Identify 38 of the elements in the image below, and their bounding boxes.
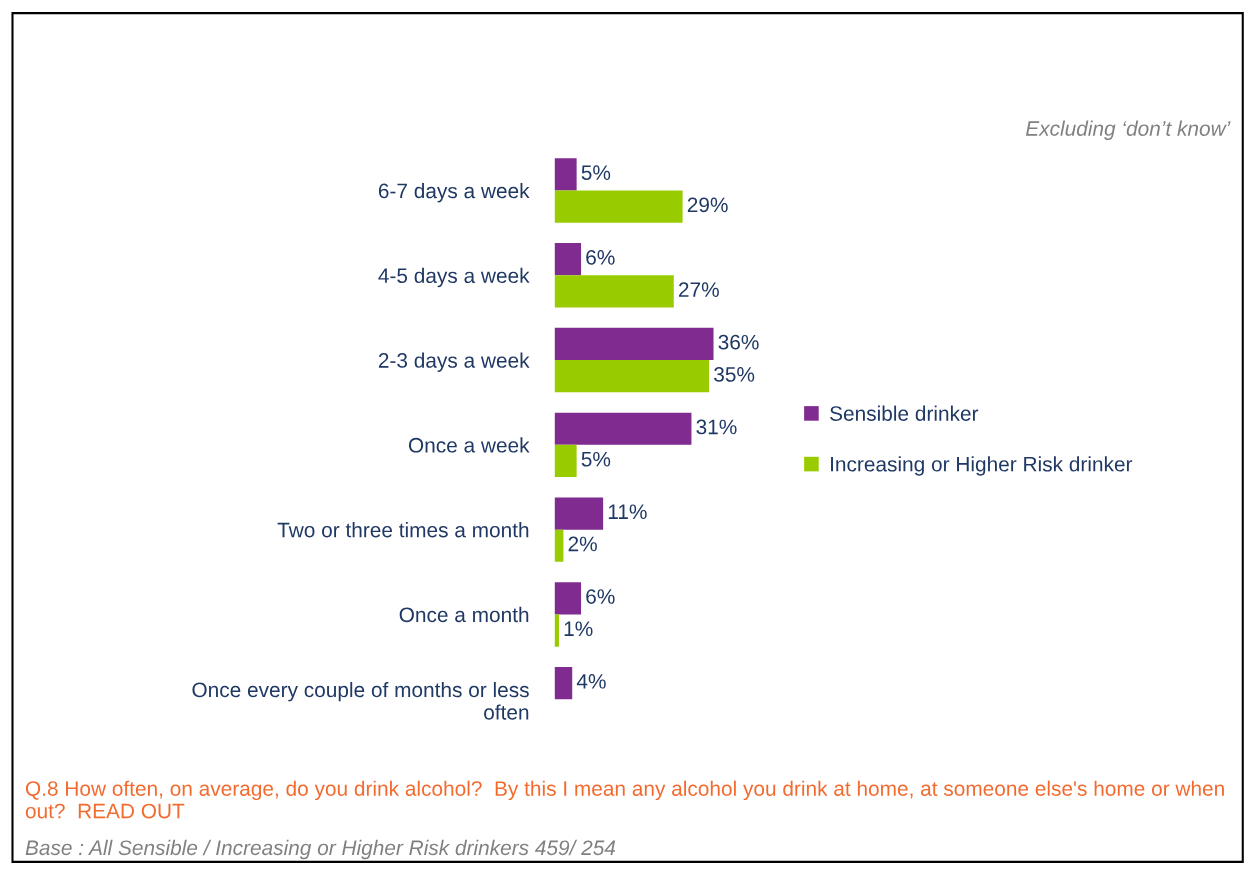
data-label: 5% <box>581 165 611 180</box>
bar <box>554 190 683 223</box>
bar <box>554 327 714 361</box>
data-label: 29% <box>687 197 728 213</box>
data-label: 1% <box>564 621 593 637</box>
text: Excluding ‘don’t know’ <box>1025 120 1231 140</box>
bar <box>554 360 710 393</box>
bar <box>554 275 674 308</box>
data-label: 35% <box>714 367 755 382</box>
data-label: 2% <box>568 536 597 552</box>
bar <box>554 529 564 562</box>
bar <box>554 444 577 478</box>
data-label: 4% <box>576 674 606 689</box>
legend-label: Increasing or Higher Risk drinker <box>831 456 1133 476</box>
y-tick-label: 2-3 days a week <box>378 352 530 372</box>
bar <box>554 243 582 276</box>
y-tick-label: 4-5 days a week <box>378 267 530 288</box>
text: Q.8 How often, on average, do you drink alcohol? By this I mean any alcohol you drink at home, at someone else's home or when out? READ OUT <box>25 780 1224 819</box>
bar <box>554 582 582 615</box>
bar <box>554 158 577 191</box>
y-tick-label: Once a week <box>408 437 530 453</box>
data-label: 31% <box>696 419 737 435</box>
y-tick-label: Once a month <box>399 606 529 623</box>
data-label: 27% <box>678 282 719 297</box>
data-label: 36% <box>718 334 759 350</box>
bar <box>554 614 559 647</box>
text: Base : All Sensible / Increasing or Higher Risk drinkers 459/ 254 <box>25 839 616 860</box>
legend-label: Sensible drinker <box>830 405 979 421</box>
data-label: 6% <box>586 589 615 604</box>
bar <box>554 412 692 445</box>
y-tick-label: Two or three times a month <box>277 522 529 538</box>
bar <box>554 666 573 700</box>
data-label: 5% <box>581 451 611 467</box>
y-tick-label: Once every couple of months or less often <box>192 681 529 720</box>
bar <box>554 497 604 530</box>
data-label: 6% <box>586 250 615 265</box>
y-tick-label: 6-7 days a week <box>378 182 530 203</box>
data-label: 11% <box>608 504 647 520</box>
